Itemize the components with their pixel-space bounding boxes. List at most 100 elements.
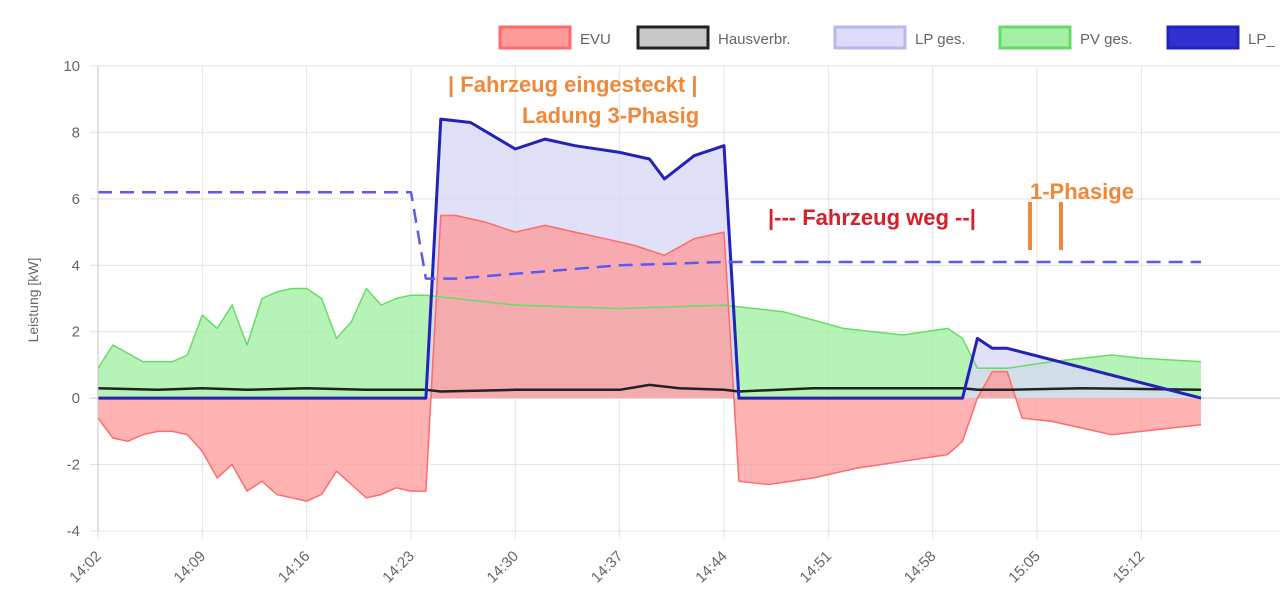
data-point-evu	[245, 489, 249, 493]
data-point-limit	[618, 263, 622, 267]
x-tick-label: 15:05	[1005, 548, 1044, 587]
data-point-lp	[424, 396, 428, 400]
annotation-plugged-in: | Fahrzeug eingesteckt |	[448, 72, 698, 97]
data-point-lp	[618, 150, 622, 154]
data-point-evu	[722, 230, 726, 234]
data-point-pv	[305, 287, 309, 291]
y-tick-label: 2	[72, 324, 80, 341]
data-point-evu	[633, 243, 637, 247]
data-point-evu	[856, 466, 860, 470]
data-point-house	[677, 386, 681, 390]
data-point-pv	[841, 326, 845, 330]
data-point-evu	[424, 489, 428, 493]
data-point-evu	[737, 479, 741, 483]
legend[interactable]: EVU Hausverbr. LP ges. PV ges. LP_	[498, 25, 1275, 50]
data-point-limit	[409, 190, 413, 194]
data-point-evu	[185, 433, 189, 437]
legend-item[interactable]: LP ges.	[833, 25, 966, 50]
data-point-evu	[543, 223, 547, 227]
data-point-pv	[618, 307, 622, 311]
data-point-pv	[335, 336, 339, 340]
data-point-evu	[171, 429, 175, 433]
data-point-evu	[946, 453, 950, 457]
data-point-evu	[126, 439, 130, 443]
data-point-lp	[737, 396, 741, 400]
data-point-evu	[1080, 426, 1084, 430]
data-point-evu	[335, 469, 339, 473]
legend-label: LP ges.	[915, 31, 966, 48]
data-point-house	[245, 388, 249, 392]
data-point-house	[1199, 388, 1203, 392]
legend-label: LP_	[1248, 31, 1275, 48]
series-line-evu	[97, 214, 1202, 502]
data-point-lp	[692, 154, 696, 158]
series-line-lp	[98, 117, 1202, 400]
data-point-evu	[141, 433, 145, 437]
y-tick-label: 6	[72, 191, 80, 208]
x-tick-label: 14:23	[379, 548, 418, 587]
data-point-evu	[1050, 419, 1054, 423]
legend-item[interactable]: EVU	[498, 25, 611, 50]
x-tick-label: 14:02	[66, 548, 105, 587]
data-point-pv	[290, 287, 294, 291]
data-point-pv	[1139, 356, 1143, 360]
data-point-pv	[230, 303, 234, 307]
data-point-pv	[1110, 353, 1114, 357]
data-point-house	[648, 383, 652, 387]
data-point-lp	[722, 144, 726, 148]
legend-item[interactable]: PV ges.	[998, 25, 1133, 50]
data-point-evu	[1020, 416, 1024, 420]
data-point-evu	[305, 499, 309, 503]
data-point-limit	[1199, 260, 1203, 264]
data-point-evu	[901, 459, 905, 463]
data-point-evu	[349, 483, 353, 487]
data-point-house	[618, 388, 622, 392]
legend-swatch	[498, 25, 572, 50]
data-point-evu	[260, 479, 264, 483]
data-point-pv	[424, 293, 428, 297]
data-point-house	[886, 386, 890, 390]
x-tick-label: 14:37	[588, 548, 627, 587]
legend-swatch	[1166, 25, 1240, 50]
series-line-house	[97, 383, 1202, 393]
legend-label: PV ges.	[1080, 31, 1133, 48]
data-point-evu	[767, 483, 771, 487]
legend-item[interactable]: Hausverbr.	[636, 25, 791, 50]
data-point-lp	[439, 117, 443, 121]
data-point-evu	[1110, 433, 1114, 437]
data-point-pv	[394, 297, 398, 301]
data-point-house	[156, 388, 160, 392]
data-point-pv	[141, 360, 145, 364]
data-point-lp	[1199, 396, 1203, 400]
data-point-pv	[171, 360, 175, 364]
data-point-pv	[275, 290, 279, 294]
x-tick-label: 14:30	[484, 548, 523, 587]
data-point-evu	[573, 230, 577, 234]
legend-swatch	[636, 25, 710, 50]
annotations: | Fahrzeug eingesteckt | Ladung 3-Phasig…	[448, 72, 1134, 250]
data-point-pv	[111, 343, 115, 347]
data-point-pv	[1199, 360, 1203, 364]
data-point-lp	[573, 144, 577, 148]
data-point-evu	[692, 237, 696, 241]
x-tick-label: 14:58	[901, 548, 940, 587]
legend-item[interactable]: LP_	[1166, 25, 1275, 50]
data-point-evu	[975, 396, 979, 400]
data-point-evu	[290, 496, 294, 500]
data-point-evu	[439, 214, 443, 218]
data-point-evu	[156, 429, 160, 433]
legend-label: Hausverbr.	[718, 31, 791, 48]
data-point-evu	[961, 439, 965, 443]
data-point-pv	[961, 336, 965, 340]
data-point-pv	[200, 313, 204, 317]
y-tick-label: -2	[67, 457, 80, 474]
data-point-evu	[1139, 429, 1143, 433]
y-tick-label: 10	[63, 58, 80, 75]
data-point-evu	[215, 476, 219, 480]
series-areas	[98, 119, 1201, 502]
legend-swatch	[998, 25, 1072, 50]
y-tick-label: 8	[72, 124, 80, 141]
data-point-evu	[811, 476, 815, 480]
legend-swatch	[833, 25, 907, 50]
